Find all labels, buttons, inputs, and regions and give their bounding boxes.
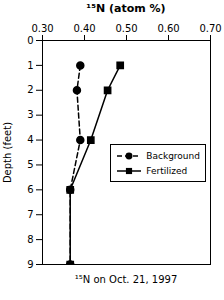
html-text:¹⁵N (atom %): ¹⁵N (atom %) xyxy=(86,2,166,15)
svg-text:3: 3 xyxy=(27,109,33,120)
svg-text:2: 2 xyxy=(27,84,33,95)
svg-text:5: 5 xyxy=(27,159,33,170)
html-text:Fertilized: Fertilized xyxy=(146,165,188,176)
svg-text:0.50: 0.50 xyxy=(115,23,137,34)
svg-text:0.40: 0.40 xyxy=(73,23,95,34)
svg-text:0.60: 0.60 xyxy=(157,23,179,34)
svg-text:0.30: 0.30 xyxy=(31,23,53,34)
svg-text:8: 8 xyxy=(27,234,33,245)
svg-text:6: 6 xyxy=(27,184,33,195)
svg-text:0.70: 0.70 xyxy=(199,23,221,34)
svg-text:1: 1 xyxy=(27,60,33,71)
svg-text:4: 4 xyxy=(27,134,33,145)
html-text:¹⁵N on Oct. 21, 1997: ¹⁵N on Oct. 21, 1997 xyxy=(74,274,178,285)
html-text:Background: Background xyxy=(146,150,200,161)
svg-text:9: 9 xyxy=(27,259,33,270)
svg-text:Depth (feet): Depth (feet) xyxy=(2,122,13,183)
svg-text:7: 7 xyxy=(27,209,33,220)
svg-text:0: 0 xyxy=(27,35,33,46)
